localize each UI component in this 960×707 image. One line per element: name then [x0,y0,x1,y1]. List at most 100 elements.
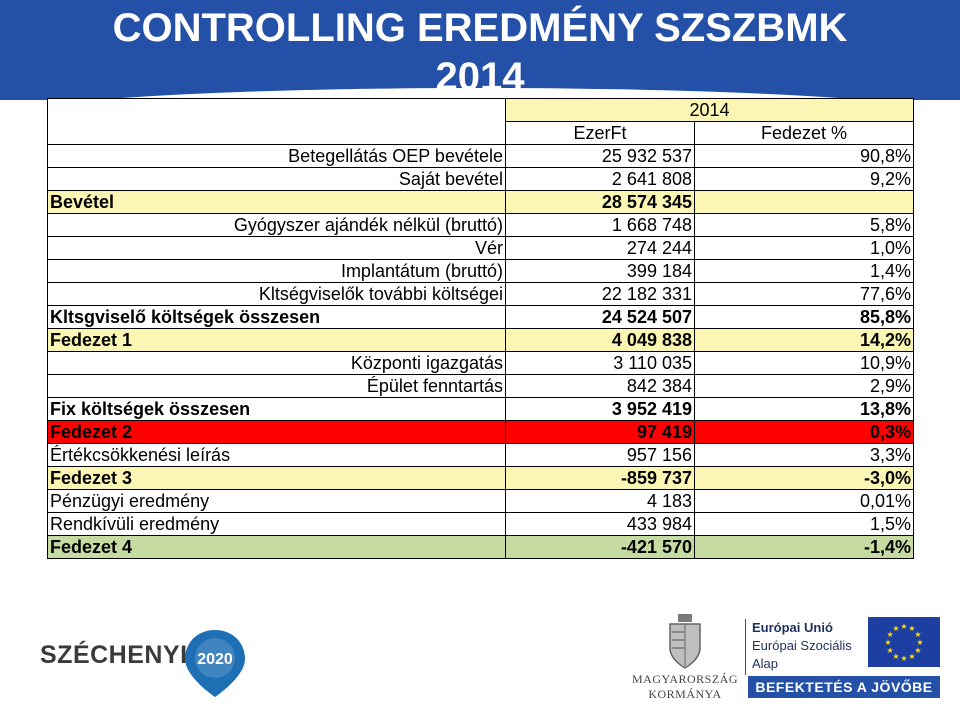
row-pct: -1,4% [693,535,915,559]
eu-line2: Európai Szociális [752,638,852,653]
eu-star: ★ [892,624,899,633]
eu-divider [745,619,746,675]
row-label: Értékcsökkenési leírás [47,443,506,467]
row-pct [693,190,915,214]
table-row: Értékcsökkenési leírás 957 156 3,3% [47,443,915,467]
row-label: Fedezet 2 [47,420,506,444]
row-label: Kltségviselők további költségei [47,282,506,306]
row-pct: 2,9% [693,374,915,398]
eu-flag: ★ ★ ★ ★ ★ ★ ★ ★ ★ ★ ★ ★ [868,617,940,667]
row-label: Fedezet 3 [47,466,506,490]
page-title: CONTROLLING EREDMÉNY SZSZBMK [112,6,848,50]
table-row: Épület fenntartás 842 384 2,9% [47,374,915,398]
eu-line1: Európai Unió [752,620,833,635]
header-year: 2014 [504,98,915,122]
row-pct: 0,3% [693,420,915,444]
row-pct: 0,01% [693,489,915,513]
eu-star: ★ [916,638,923,647]
row-pct: 9,2% [693,167,915,191]
row-pct: 90,8% [693,144,915,168]
row-value: 3 952 419 [505,397,695,421]
eu-star: ★ [887,630,894,639]
eu-star: ★ [914,630,921,639]
eu-stars-icon: ★★★★★★★★★ ★ ★★ [884,622,923,663]
row-pct: 5,8% [693,213,915,237]
row-pct: -3,0% [693,466,915,490]
row-value: 1 668 748 [505,213,695,237]
row-pct: 10,9% [693,351,915,375]
row-value: 957 156 [505,443,695,467]
invest-banner: BEFEKTETÉS A JÖVŐBE [748,676,940,698]
row-value: 842 384 [505,374,695,398]
page-title-year: 2014 [435,55,525,99]
row-label: Központi igazgatás [47,351,506,375]
row-value: -859 737 [505,466,695,490]
row-pct: 85,8% [693,305,915,329]
row-value: -421 570 [505,535,695,559]
eu-star: ★ [900,654,907,663]
table-row-total: Bevétel 28 574 345 [47,190,915,214]
eu-text: Európai Unió Európai Szociális Alap [752,619,852,673]
table-row: Központi igazgatás 3 110 035 10,9% [47,351,915,375]
eu-star: ★ [892,652,899,661]
government-logo: MAGYARORSZÁG KORMÁNYA [630,612,740,704]
table-row: Gyógyszer ajándék nélkül (bruttó) 1 668 … [47,213,915,237]
row-value: 399 184 [505,259,695,283]
row-pct: 1,4% [693,259,915,283]
row-pct: 13,8% [693,397,915,421]
table-row-fedezet: Fedezet 2 97 419 0,3% [47,420,915,444]
row-label: Implantátum (bruttó) [47,259,506,283]
row-label: Fix költségek összesen [47,397,506,421]
row-value: 97 419 [505,420,695,444]
eu-star: ★ [908,652,915,661]
row-pct: 77,6% [693,282,915,306]
table-row: Betegellátás OEP bevétele 25 932 537 90,… [47,144,915,168]
row-value: 274 244 [505,236,695,260]
eu-star: ★ [884,638,891,647]
table-row: Vér 274 244 1,0% [47,236,915,260]
table-row-total: Kltsgviselő költségek összesen 24 524 50… [47,305,915,329]
table-row-total: Fix költségek összesen 3 952 419 13,8% [47,397,915,421]
row-label: Fedezet 4 [47,535,506,559]
header-ezerft: EzerFt [505,121,695,145]
row-value: 22 182 331 [505,282,695,306]
eu-line3: Alap [752,656,779,671]
row-value: 4 183 [505,489,695,513]
row-value: 4 049 838 [505,328,695,352]
row-value: 25 932 537 [505,144,695,168]
row-value: 28 574 345 [505,190,695,214]
table-row: Implantátum (bruttó) 399 184 1,4% [47,259,915,283]
row-pct: 14,2% [693,328,915,352]
row-pct: 1,5% [693,512,915,536]
table-row: Saját bevétel 2 641 808 9,2% [47,167,915,191]
row-label: Saját bevétel [47,167,506,191]
location-pin-icon: 2020 [185,630,245,697]
table-row-fedezet: Fedezet 4 -421 570 -1,4% [47,535,915,559]
szechenyi-logo: SZÉCHENYI 2020 [40,627,245,697]
government-line1: MAGYARORSZÁG [631,672,738,686]
row-label: Pénzügyi eredmény [47,489,506,513]
eu-star: ★ [908,624,915,633]
row-label: Fedezet 1 [47,328,506,352]
row-label: Épület fenntartás [47,374,506,398]
controlling-table: 2014 EzerFt Fedezet % Betegellátás OEP b… [47,98,915,559]
table-row: Kltségviselők további költségei 22 182 3… [47,282,915,306]
row-label: Rendkívüli eredmény [47,512,506,536]
row-value: 2 641 808 [505,167,695,191]
row-label: Bevétel [47,190,506,214]
row-value: 24 524 507 [505,305,695,329]
eu-star: ★ [900,622,907,631]
row-value: 433 984 [505,512,695,536]
header-fedezet: Fedezet % [693,121,915,145]
coat-of-arms-icon [669,614,701,669]
row-pct: 1,0% [693,236,915,260]
header-year-row: 2014 [47,98,915,145]
row-label: Betegellátás OEP bevétele [47,144,506,168]
szechenyi-text: SZÉCHENYI [40,641,188,669]
header-blank-cell [47,98,506,145]
table-row-fedezet: Fedezet 1 4 049 838 14,2% [47,328,915,352]
eu-star: ★ [887,646,894,655]
table-row: Rendkívüli eredmény 433 984 1,5% [47,512,915,536]
szechenyi-year: 2020 [197,651,233,668]
row-pct: 3,3% [693,443,915,467]
